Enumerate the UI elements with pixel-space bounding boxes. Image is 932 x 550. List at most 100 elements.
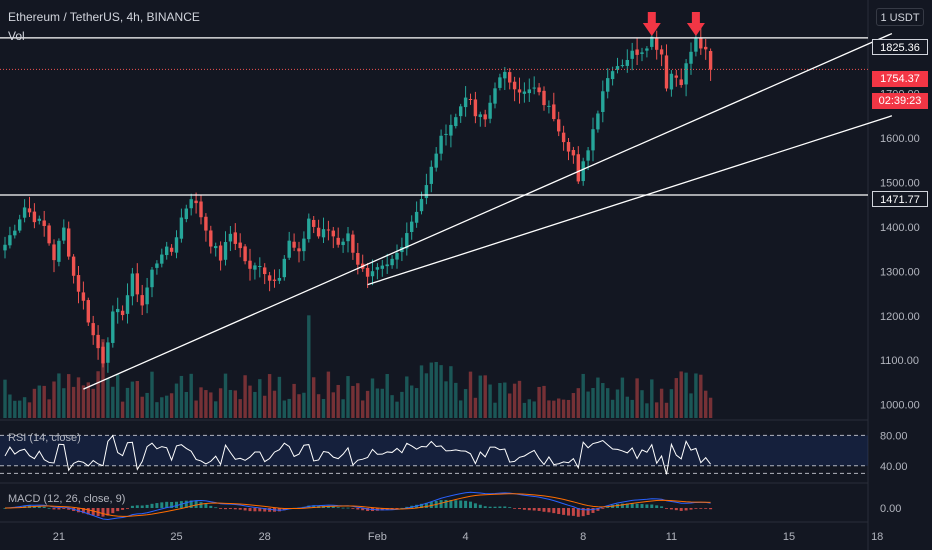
volume-bar (537, 386, 541, 418)
candle (566, 142, 571, 152)
volume-bar (444, 381, 448, 418)
volume-bar (473, 397, 478, 418)
volume-bar (405, 376, 409, 418)
volume-bar (341, 399, 345, 418)
macd-histogram-bar (684, 508, 688, 511)
candle (336, 237, 340, 245)
candle (81, 292, 86, 301)
macd-histogram-bar (527, 508, 531, 511)
candle (571, 150, 576, 156)
macd-histogram-bar (366, 508, 370, 511)
macd-histogram-bar (532, 508, 536, 511)
volume-bar (8, 394, 12, 418)
volume-bar (557, 398, 561, 418)
candle (356, 253, 360, 265)
macd-histogram-bar (454, 500, 458, 508)
volume-bar (223, 373, 228, 418)
macd-histogram-bar (199, 502, 203, 508)
volume-bar (32, 388, 37, 418)
candle (655, 38, 659, 50)
macd-histogram-bar (145, 504, 149, 508)
candle (434, 153, 438, 168)
candle (120, 310, 125, 316)
macd-histogram-bar (170, 502, 174, 508)
candle (62, 227, 66, 241)
macd-histogram-bar (449, 500, 453, 508)
macd-histogram-bar (459, 500, 463, 508)
volume-bar (566, 399, 571, 418)
macd-histogram-bar (175, 501, 178, 508)
macd-histogram-bar (586, 508, 590, 515)
macd-histogram-bar (571, 508, 575, 516)
candle (679, 79, 683, 86)
candle (174, 237, 179, 253)
candle (47, 225, 51, 244)
volume-bar (478, 375, 482, 418)
volume-bar (282, 400, 286, 418)
volume-bar (561, 399, 566, 418)
volume-bar (267, 374, 272, 418)
macd-histogram-bar (81, 508, 85, 514)
macd-histogram-bar (3, 508, 7, 509)
macd-histogram-bar (336, 507, 340, 509)
candle (532, 87, 536, 89)
candle (209, 230, 213, 247)
volume-bar (542, 385, 546, 418)
volume-bar (356, 383, 360, 418)
volume-bar (601, 383, 605, 418)
macd-histogram-bar (562, 508, 566, 515)
candle (473, 99, 478, 117)
currency-selector[interactable]: 1 USDT (876, 8, 924, 26)
candle (459, 106, 463, 117)
volume-bar (419, 365, 424, 418)
macd-histogram-bar (57, 508, 61, 510)
candle (674, 75, 678, 78)
candle (503, 71, 507, 79)
volume-bar (76, 377, 81, 418)
volume-bar (287, 398, 291, 418)
volume-bar (189, 373, 193, 418)
y-tick-label: 1400.00 (880, 222, 920, 234)
volume-bar (596, 377, 600, 418)
candle (410, 221, 414, 232)
macd-histogram-bar (400, 507, 404, 509)
candle (552, 104, 556, 120)
candle (22, 207, 27, 218)
macd-histogram-bar (640, 504, 644, 508)
candle (684, 63, 688, 85)
candle (253, 265, 257, 270)
x-tick-label: Feb (368, 531, 387, 543)
candle (444, 133, 448, 135)
candle (615, 66, 620, 70)
macd-histogram-bar (121, 508, 125, 510)
macd-histogram-bar (101, 508, 105, 517)
x-tick-label: 28 (259, 531, 271, 543)
candle (468, 99, 473, 101)
candle (351, 234, 355, 253)
macd-histogram-bar (150, 503, 154, 508)
macd-histogram-bar (160, 502, 164, 508)
volume-bar (140, 396, 144, 418)
rsi-line (4, 434, 711, 475)
candle (596, 113, 600, 130)
candle (650, 36, 654, 47)
volume-bar (625, 396, 629, 418)
candle (419, 199, 424, 212)
candle (228, 233, 233, 242)
candle (375, 267, 380, 270)
candle (18, 219, 22, 231)
volume-bar (483, 375, 487, 418)
volume-bar (439, 365, 443, 418)
volume-bar (194, 400, 198, 418)
macd-histogram-bar (405, 506, 409, 508)
candle (483, 114, 487, 120)
macd-histogram-bar (547, 508, 551, 513)
x-tick-label: 8 (580, 531, 586, 543)
candle (204, 216, 208, 231)
volume-bar (214, 401, 218, 418)
macd-histogram-bar (219, 508, 223, 509)
volume-bar (361, 400, 365, 418)
volume-bar (22, 397, 27, 418)
